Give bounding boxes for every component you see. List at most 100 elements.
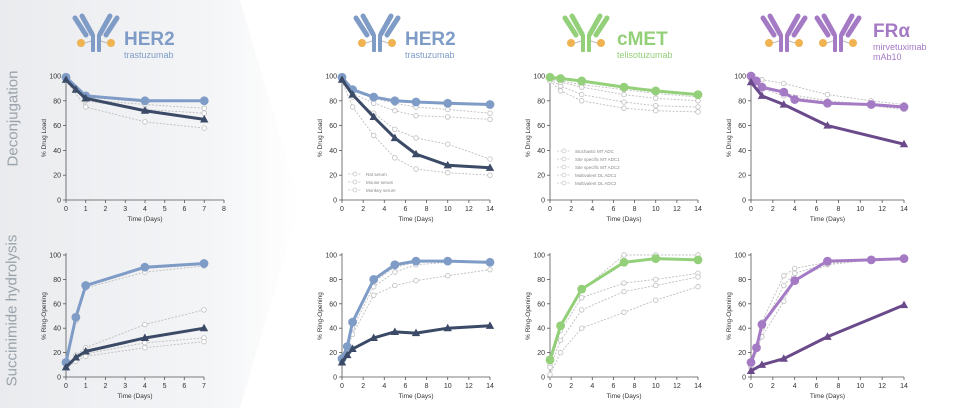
x-tick-label: 6 bbox=[815, 206, 819, 213]
y-tick-label: 0 bbox=[742, 375, 746, 382]
y-tick-label: 40 bbox=[329, 326, 337, 333]
y-tick-label: 40 bbox=[738, 148, 746, 155]
y-tick-label: 40 bbox=[738, 326, 746, 333]
series-line bbox=[549, 272, 699, 365]
x-tick-label: 0 bbox=[548, 206, 552, 213]
y-tick-label: 60 bbox=[738, 123, 746, 130]
header-her2-2: HER2 trastuzumab bbox=[405, 30, 456, 61]
data-point bbox=[579, 91, 585, 98]
drug-payload-icon bbox=[795, 39, 803, 47]
data-point bbox=[445, 170, 451, 176]
data-point bbox=[390, 327, 400, 335]
data-point bbox=[653, 103, 659, 109]
data-point bbox=[201, 338, 207, 345]
data-point bbox=[899, 102, 909, 112]
data-point bbox=[413, 135, 419, 141]
y-tick-label: 80 bbox=[329, 277, 337, 284]
data-point bbox=[621, 309, 627, 316]
x-tick-label: 1 bbox=[84, 383, 88, 390]
x-tick-label: 14 bbox=[486, 206, 494, 213]
data-point bbox=[337, 357, 347, 366]
data-point bbox=[619, 82, 629, 92]
series-line bbox=[549, 79, 699, 108]
x-tick-label: 6 bbox=[182, 383, 186, 390]
drug-payload-icon bbox=[819, 39, 827, 47]
data-point bbox=[348, 317, 357, 327]
x-tick-label: 12 bbox=[673, 383, 681, 390]
data-point bbox=[823, 332, 832, 340]
x-tick-label: 6 bbox=[183, 206, 187, 213]
x-tick-label: 8 bbox=[633, 206, 637, 213]
data-point bbox=[201, 105, 207, 111]
header-subtitle: telisotuzumab bbox=[617, 50, 673, 60]
series-line bbox=[65, 79, 205, 109]
drug-payload-icon bbox=[358, 39, 366, 47]
data-point bbox=[792, 265, 798, 272]
x-tick-label: 12 bbox=[673, 206, 681, 213]
y-tick-label: 40 bbox=[329, 148, 337, 155]
series-gray bbox=[339, 75, 493, 116]
header-subtitle-2: mAb10 bbox=[873, 52, 902, 62]
header-cmet: cMET telisotuzumab bbox=[617, 30, 673, 61]
data-point bbox=[392, 269, 398, 275]
legend-marker bbox=[561, 172, 567, 178]
antibody-drug-conjugate-icon bbox=[353, 13, 401, 52]
series-gray bbox=[339, 77, 493, 162]
data-point bbox=[577, 76, 587, 86]
data-point bbox=[621, 91, 627, 98]
series-line bbox=[749, 257, 905, 363]
series-line bbox=[549, 254, 698, 363]
data-point bbox=[547, 371, 553, 378]
y-axis-label: % Ring-Opening bbox=[41, 292, 48, 340]
x-axis-label: Time (Days) bbox=[398, 393, 433, 400]
x-tick-label: 6 bbox=[611, 383, 615, 390]
data-point bbox=[83, 104, 89, 110]
data-point bbox=[411, 256, 421, 266]
data-point bbox=[487, 110, 493, 116]
data-point bbox=[71, 85, 81, 93]
data-point bbox=[390, 260, 400, 270]
data-point bbox=[557, 337, 564, 344]
y-tick-label: 60 bbox=[537, 301, 545, 308]
y-tick-label: 100 bbox=[49, 253, 61, 260]
data-point bbox=[487, 172, 493, 178]
series-line bbox=[65, 80, 205, 129]
series-main bbox=[337, 321, 495, 366]
x-axis-label: Time (Days) bbox=[398, 216, 433, 223]
x-tick-label: 10 bbox=[856, 206, 864, 213]
data-point bbox=[823, 121, 832, 129]
data-point bbox=[781, 273, 787, 279]
data-point bbox=[779, 354, 788, 362]
x-tick-label: 6 bbox=[403, 206, 407, 213]
drug-payload-icon bbox=[107, 39, 115, 47]
x-tick-label: 12 bbox=[465, 206, 473, 213]
y-axis-label: % Drug Load bbox=[317, 119, 324, 157]
y-tick-label: 80 bbox=[329, 98, 337, 105]
y-tick-label: 100 bbox=[325, 253, 337, 260]
x-tick-label: 0 bbox=[749, 206, 753, 213]
y-tick-label: 80 bbox=[738, 98, 746, 105]
antibody-drug-conjugate-icon bbox=[760, 13, 808, 52]
data-point bbox=[651, 254, 661, 264]
data-point bbox=[142, 119, 148, 125]
series-gray bbox=[339, 258, 493, 363]
x-tick-label: 12 bbox=[878, 383, 886, 390]
x-axis-label: Time (Days) bbox=[117, 393, 152, 400]
y-tick-label: 0 bbox=[541, 375, 545, 382]
plot-p3: 0 20 40 60 80 100 0 2 4 6 8 10 12 14 Time (Days) % Drug… bbox=[525, 72, 703, 223]
data-point bbox=[781, 80, 787, 87]
legend-marker bbox=[561, 164, 567, 170]
x-tick-label: 6 bbox=[403, 383, 407, 390]
x-tick-label: 0 bbox=[64, 383, 68, 390]
data-point bbox=[651, 86, 661, 96]
x-tick-label: 3 bbox=[123, 383, 127, 390]
data-point bbox=[823, 98, 832, 108]
data-point bbox=[487, 156, 493, 162]
data-point bbox=[371, 132, 377, 139]
x-tick-label: 2 bbox=[104, 206, 108, 213]
series-main bbox=[61, 75, 209, 123]
data-point bbox=[392, 126, 398, 133]
y-axis-label: % Drug Load bbox=[525, 119, 532, 157]
row-label-succinimide-hydrolysis: Succinimide hydrolysis bbox=[3, 234, 21, 387]
data-point bbox=[445, 106, 451, 113]
